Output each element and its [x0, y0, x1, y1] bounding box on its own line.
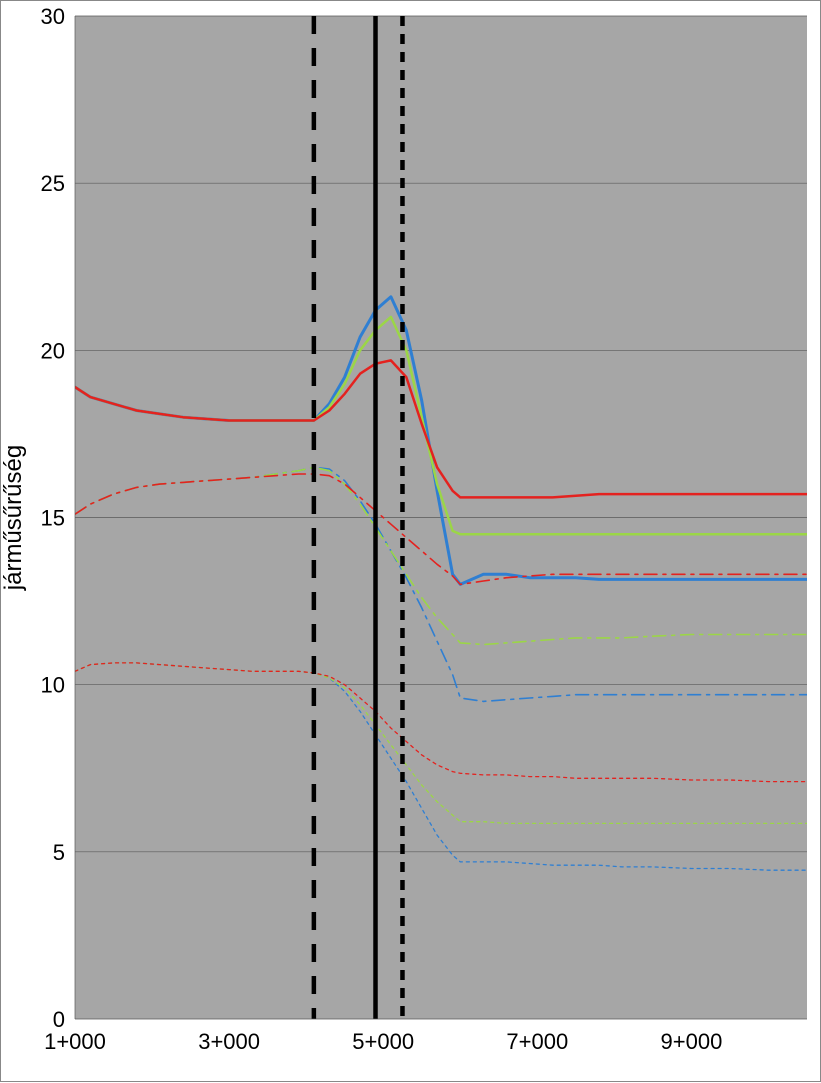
x-tick-label: 5+000	[352, 1029, 414, 1054]
y-tick-label: 15	[41, 506, 65, 531]
chart-frame: 0510152025301+0003+0005+0007+0009+000jár…	[0, 0, 821, 1082]
x-tick-label: 1+000	[44, 1029, 106, 1054]
y-tick-label: 5	[53, 840, 65, 865]
y-axis-title: járműsűrűség	[1, 445, 27, 591]
y-tick-label: 30	[41, 4, 65, 29]
x-tick-label: 3+000	[198, 1029, 260, 1054]
y-tick-label: 20	[41, 338, 65, 363]
line-chart: 0510152025301+0003+0005+0007+0009+000jár…	[1, 1, 821, 1083]
x-tick-label: 9+000	[661, 1029, 723, 1054]
y-tick-label: 10	[41, 673, 65, 698]
x-tick-label: 7+000	[506, 1029, 568, 1054]
y-tick-label: 25	[41, 171, 65, 196]
